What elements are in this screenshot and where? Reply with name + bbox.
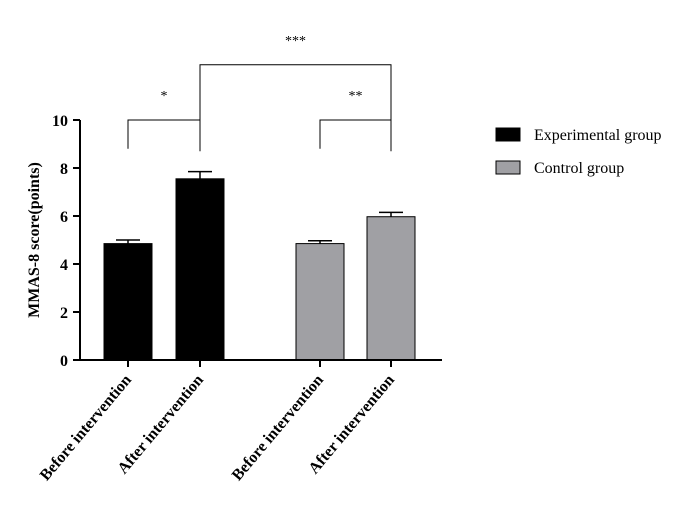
y-tick-label: 2 xyxy=(60,305,68,322)
y-tick-label: 4 xyxy=(60,257,68,274)
y-tick-label: 10 xyxy=(52,113,68,130)
y-tick-label: 8 xyxy=(60,161,68,178)
y-tick-label: 0 xyxy=(60,353,68,370)
significance-label: ** xyxy=(349,89,363,104)
significance-label: * xyxy=(161,89,168,104)
significance-layer: * ***** xyxy=(127,34,392,152)
axes-layer xyxy=(79,120,442,361)
bar xyxy=(366,216,416,361)
legend-swatch xyxy=(495,160,521,175)
bar xyxy=(103,243,153,361)
bars-layer xyxy=(103,178,416,361)
y-tick-label: 6 xyxy=(60,209,68,226)
significance-bracket xyxy=(199,64,392,148)
significance-bracket xyxy=(127,119,201,152)
y-axis-label: MMAS-8 score(points) xyxy=(26,162,43,318)
bar xyxy=(175,178,225,361)
legend-swatch xyxy=(495,127,521,142)
legend: Experimental group Control group xyxy=(495,127,662,177)
bar xyxy=(295,243,345,361)
significance-label: *** xyxy=(285,34,306,49)
legend-label: Control group xyxy=(534,160,624,177)
y-ticks-layer: 0 2 4 6 8 10 xyxy=(52,113,80,370)
legend-label: Experimental group xyxy=(534,127,662,144)
error-bars-layer xyxy=(116,170,403,244)
significance-bracket xyxy=(319,119,392,152)
